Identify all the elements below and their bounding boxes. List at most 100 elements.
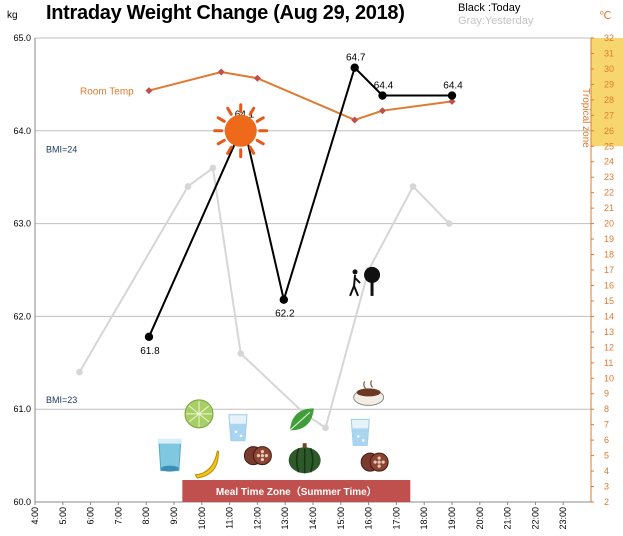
y-right-tick-label: 16: [604, 280, 614, 290]
today-data-label: 61.8: [140, 346, 160, 357]
room-temp-point: [217, 68, 225, 76]
x-tick-label: 8:00: [141, 507, 151, 525]
grid-lines: [35, 37, 591, 503]
y-right-tick-label: 20: [604, 219, 614, 229]
y-right-tick-label: 2: [604, 497, 609, 507]
tree-trunk: [370, 281, 374, 296]
x-tick-label: 12:00: [252, 507, 262, 530]
series-lines: 61.8 64.1 62.2 64.7 64.4 64.4: [76, 53, 463, 432]
x-tick-label: 4:00: [30, 507, 40, 525]
x-tick-label: 21:00: [503, 507, 513, 530]
y-right-tick-label: 29: [604, 79, 614, 89]
x-tick-label: 20:00: [475, 507, 485, 530]
y-right-tick-label: 5: [604, 451, 609, 461]
y-right-tick-label: 3: [604, 482, 609, 492]
x-tick-label: 7:00: [113, 507, 123, 525]
yesterday-point: [237, 350, 245, 357]
pumpkin-ribs: [295, 447, 314, 474]
slice-hole: [260, 458, 264, 462]
y-left-tick-label: 61.0: [13, 404, 31, 414]
melon-icon: [184, 399, 214, 429]
person-body: [349, 274, 361, 297]
y-right-tick-label: 7: [604, 420, 609, 430]
water-glass-icon: [228, 414, 248, 442]
bubble: [239, 434, 243, 438]
leaf-vein: [289, 411, 311, 431]
y-right-tick-label: 17: [604, 265, 614, 275]
walking-person-icon: [349, 266, 381, 297]
room-temp-point: [145, 87, 153, 95]
x-tick-label: 13:00: [280, 507, 290, 530]
y-left-tick-label: 64.0: [13, 126, 31, 136]
room-temp-line: [148, 71, 453, 122]
slice-hole: [373, 460, 377, 464]
today-data-label: 64.7: [346, 53, 366, 64]
x-tick-label: 18:00: [419, 507, 429, 530]
today-point: [279, 295, 289, 304]
pumpkin-icon: [288, 443, 321, 474]
x-tick-label: 16:00: [364, 507, 374, 530]
x-tick-label: 9:00: [169, 507, 179, 525]
today-point: [447, 91, 457, 100]
y-right-tick-label: 28: [604, 95, 614, 105]
soup-bowl-icon: [353, 380, 385, 406]
room-temp-point: [351, 116, 359, 124]
soup: [356, 388, 381, 397]
y-right-tick-label: 19: [604, 234, 614, 244]
sun-ray: [255, 116, 265, 123]
x-tick-label: 23:00: [558, 507, 568, 530]
meal-zone-bar: [182, 480, 411, 502]
today-point: [350, 63, 359, 72]
slice-hole: [260, 450, 264, 454]
slice-hole: [264, 454, 268, 458]
y-right-unit: ℃: [599, 10, 611, 22]
pumpkin-stem: [302, 443, 307, 449]
slice-hole: [377, 456, 381, 460]
y-right-tick-label: 31: [604, 48, 614, 58]
room-temp-label: Room Temp: [80, 87, 134, 98]
y-right-tick-label: 32: [604, 33, 614, 43]
y-right-tick-label: 8: [604, 404, 609, 414]
y-right-tick-label: 9: [604, 389, 609, 399]
yesterday-point: [445, 220, 453, 227]
tree-crown: [364, 266, 381, 283]
glass-water: [352, 428, 369, 446]
y-right-tick-label: 30: [604, 64, 614, 74]
person-head: [352, 269, 358, 275]
y-right-tick-label: 18: [604, 250, 614, 260]
lotus-root-icon: [360, 452, 389, 472]
sun-ray: [226, 145, 233, 155]
slice-hole: [377, 464, 381, 468]
bubble: [361, 439, 365, 442]
room-temp-point: [253, 74, 261, 82]
food-icons: [157, 103, 389, 479]
lemon-drink-icon: [157, 438, 182, 472]
axes: [34, 38, 592, 503]
cup-lid: [157, 438, 182, 444]
y-right-tick-label: 15: [604, 296, 614, 306]
y-left-tick-label: 60.0: [13, 497, 31, 507]
leaf-icon: [289, 408, 314, 431]
x-tick-label: 11:00: [225, 507, 235, 529]
yesterday-point: [409, 183, 417, 190]
y-right-tick-label: 4: [604, 466, 609, 476]
yesterday-point: [322, 424, 329, 432]
yesterday-point: [184, 183, 192, 190]
bmi-24-label: BMI=24: [46, 144, 77, 154]
bubble: [356, 435, 360, 438]
y-right-tick-label: 10: [604, 373, 614, 383]
yesterday-point: [76, 368, 83, 376]
room-temp-point: [448, 97, 456, 105]
y-left-tick-label: 62.0: [13, 311, 31, 321]
x-tick-label: 6:00: [86, 507, 96, 525]
yesterday-line: [78, 166, 450, 430]
sun-ray: [248, 106, 256, 116]
y-right-tick-label: 13: [604, 327, 614, 337]
y-right-tick-label: 22: [604, 188, 614, 198]
x-tick-label: 5:00: [58, 507, 68, 525]
room-temp-point: [379, 107, 386, 115]
legend-yesterday: Gray:Yesterday: [458, 15, 534, 27]
y-right-tick-label: 27: [604, 110, 614, 120]
banana: [194, 450, 220, 479]
